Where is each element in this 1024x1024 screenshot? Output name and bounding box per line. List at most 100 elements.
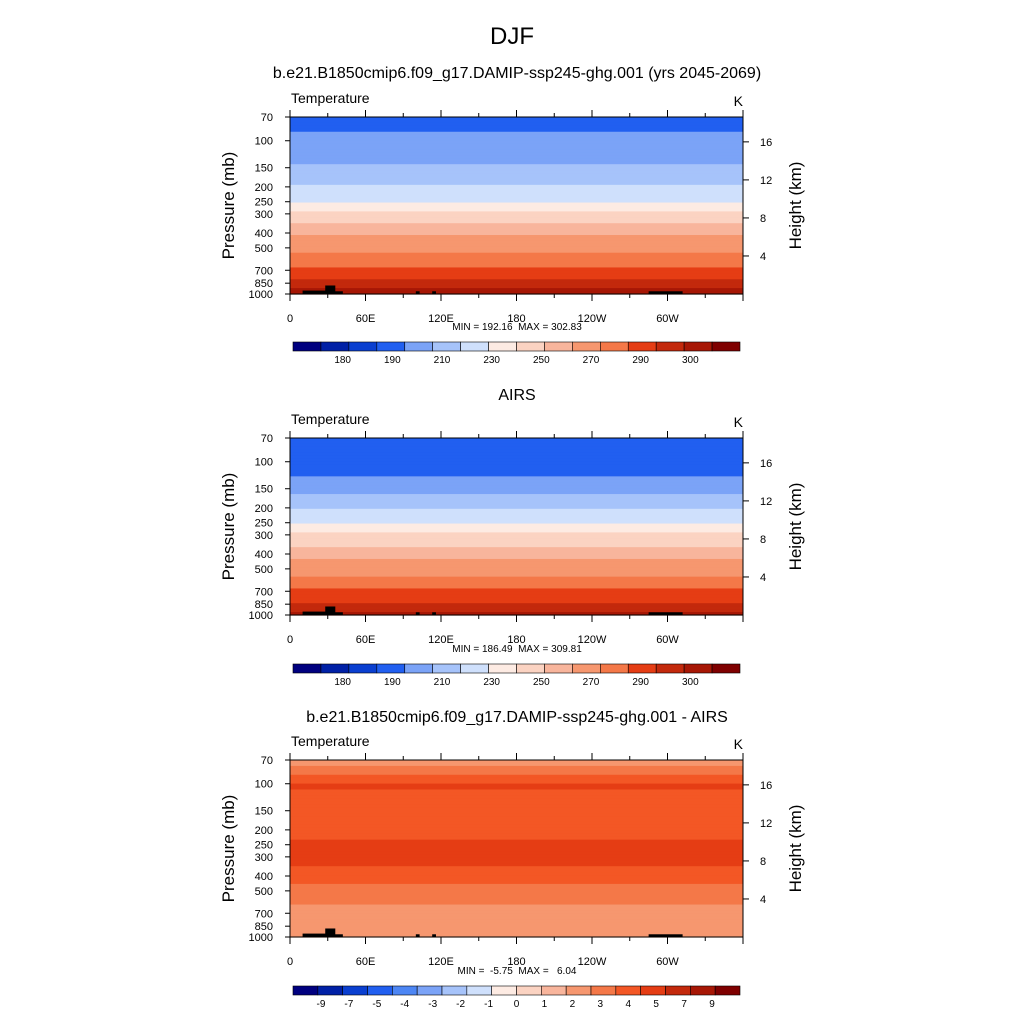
land-block — [415, 291, 420, 294]
panel-airs: AIRS Temperature K 701001502002503004005… — [219, 387, 805, 688]
colorbar-box — [292, 341, 322, 352]
contour-band — [290, 860, 743, 864]
contour-band — [290, 161, 743, 165]
contour-band — [290, 792, 743, 796]
colorbar-box — [516, 663, 545, 674]
land-mask — [302, 928, 683, 937]
y-tick-label: 700 — [255, 586, 273, 598]
contour-band — [290, 612, 743, 616]
contour-band — [290, 137, 743, 142]
contour-band — [290, 140, 743, 145]
colorbar-box — [665, 985, 691, 996]
y-tick-label: 500 — [255, 243, 273, 255]
contour-band — [290, 237, 743, 242]
y2-tick-label: 4 — [760, 251, 766, 263]
y-tick-label: 200 — [255, 825, 273, 837]
contour-band — [290, 889, 743, 894]
contour-band — [290, 925, 743, 929]
y-tick-label: 250 — [255, 518, 273, 530]
contour-band — [290, 282, 743, 286]
contour-band — [290, 854, 743, 858]
y2-axis-label: Height (km) — [786, 162, 805, 250]
y-tick-label: 150 — [255, 806, 273, 818]
y-tick-label: 150 — [255, 163, 273, 175]
contour-band — [290, 511, 743, 516]
colorbar-box — [516, 341, 545, 352]
contour-band — [290, 550, 743, 554]
contour-band — [290, 288, 743, 292]
contour-band — [290, 762, 743, 767]
contour-band — [290, 438, 743, 442]
x-tick-label: 60E — [356, 634, 376, 646]
colorbar-box — [590, 985, 617, 996]
contour-band — [290, 765, 743, 770]
contour-band — [290, 470, 743, 474]
colorbar-box — [565, 985, 592, 996]
contour-band — [290, 235, 743, 239]
colorbar-label: 5 — [653, 999, 659, 1010]
contour-band — [290, 558, 743, 563]
contour-band — [290, 795, 743, 799]
contour-band — [290, 458, 743, 463]
contour-band — [290, 848, 743, 853]
x-tick-label: 120W — [578, 634, 607, 646]
contour-band — [290, 443, 743, 448]
colorbar: 180 190 210 230 250 270 290 300 — [292, 663, 741, 688]
contour-band — [290, 223, 743, 227]
contour-band — [290, 261, 743, 266]
contour-band — [290, 178, 743, 183]
contour-field — [290, 760, 743, 938]
colorbar-label: 230 — [483, 355, 500, 366]
land-block — [648, 291, 683, 294]
contour-band — [290, 149, 743, 153]
contour-band — [290, 866, 743, 870]
colorbar-box — [627, 341, 657, 352]
y-tick-label: 400 — [255, 871, 273, 883]
colorbar-box — [317, 985, 343, 996]
colorbar-label: 9 — [709, 999, 715, 1010]
colorbar-box — [711, 341, 741, 352]
x-tick-label: 60E — [356, 956, 376, 968]
panel-model: b.e21.B1850cmip6.f09_g17.DAMIP-ssp245-gh… — [219, 65, 805, 366]
colorbar-label: 290 — [632, 677, 649, 688]
longitude-axis: 0 60E 120E 180 120W 60W — [287, 110, 744, 325]
contour-band — [290, 508, 743, 513]
contour-band — [290, 535, 743, 539]
land-block — [432, 291, 436, 294]
contour-band — [290, 538, 743, 542]
y-tick-label: 100 — [255, 457, 273, 469]
y-tick-label: 70 — [261, 112, 273, 124]
y-axis-label: Pressure (mb) — [219, 795, 238, 903]
contour-band — [290, 187, 743, 192]
land-block — [648, 934, 683, 937]
colorbar-label: -7 — [344, 999, 353, 1010]
colorbar-box — [544, 663, 573, 674]
colorbar-box — [683, 663, 713, 674]
colorbar-box — [640, 985, 666, 996]
colorbar-label: -5 — [372, 999, 381, 1010]
contour-band — [290, 117, 743, 121]
y-tick-label: 250 — [255, 840, 273, 852]
contour-band — [290, 273, 743, 277]
panel-title: b.e21.B1850cmip6.f09_g17.DAMIP-ssp245-gh… — [273, 65, 761, 82]
contour-band — [290, 553, 743, 557]
colorbar-box — [544, 341, 573, 352]
contour-band — [290, 499, 743, 504]
y-tick-label: 500 — [255, 886, 273, 898]
contour-band — [290, 851, 743, 855]
land-block — [648, 612, 683, 615]
contour-band — [290, 122, 743, 127]
contour-band — [290, 446, 743, 451]
colorbar-box — [683, 341, 713, 352]
contour-band — [290, 567, 743, 572]
colorbar-label: 300 — [682, 677, 699, 688]
x-tick-label: 120E — [428, 956, 454, 968]
contour-band — [290, 786, 743, 791]
y-tick-label: 700 — [255, 908, 273, 920]
contour-band — [290, 473, 743, 477]
x-tick-label: 180 — [507, 956, 525, 968]
y-tick-label: 300 — [255, 852, 273, 864]
contour-band — [290, 609, 743, 613]
x-tick-label: 180 — [507, 313, 525, 325]
colorbar-box — [627, 663, 657, 674]
